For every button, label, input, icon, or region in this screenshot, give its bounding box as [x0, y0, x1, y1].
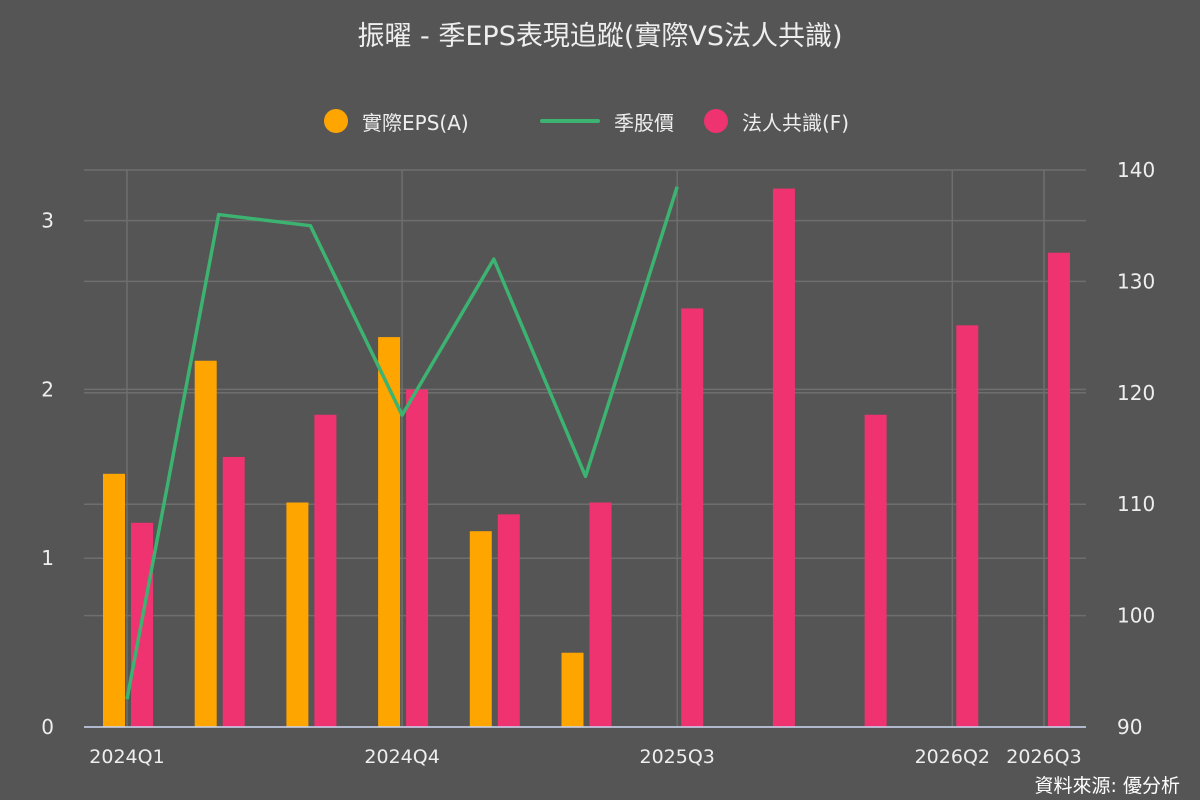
legend-item-consensus[interactable]: 法人共識(F) [704, 106, 849, 136]
bar-consensus [864, 414, 887, 727]
bar-actual-eps [103, 473, 125, 727]
y-left-tick-label: 1 [41, 546, 54, 570]
legend-item-stock-price[interactable]: 季股價 [540, 106, 674, 136]
bar-consensus [589, 502, 612, 727]
y-right-tick-label: 90 [1117, 715, 1142, 739]
bar-actual-eps [561, 652, 584, 727]
legend-dot-icon [704, 109, 728, 133]
legend-label-stock-price: 季股價 [614, 110, 674, 135]
y-left-tick-label: 3 [41, 209, 54, 233]
bar-consensus [956, 325, 979, 727]
bar-consensus [222, 456, 245, 727]
bar-actual-eps [286, 502, 309, 727]
bar-consensus [497, 514, 520, 727]
bar-consensus [314, 414, 337, 727]
legend-label-actual-eps: 實際EPS(A) [362, 110, 469, 135]
bar-actual-eps [194, 360, 217, 727]
bar-consensus [772, 188, 795, 728]
bar-actual-eps [378, 337, 401, 727]
bar-consensus [1048, 252, 1070, 727]
legend-item-actual-eps[interactable]: 實際EPS(A) [324, 106, 469, 136]
y-right-tick-label: 140 [1117, 158, 1155, 182]
x-tick-label: 2026Q2 [915, 746, 990, 768]
y-left-tick-label: 2 [41, 377, 54, 401]
legend-dot-icon [324, 109, 348, 133]
source-note: 資料來源: 優分析 [1034, 775, 1180, 797]
y-left-tick-label: 0 [41, 715, 54, 739]
series-line-stock-price [125, 186, 679, 700]
chart-title: 振曜 - 季EPS表現追蹤(實際VS法人共識) [357, 21, 843, 52]
legend-line-icon [540, 119, 600, 123]
legend-label-consensus: 法人共識(F) [742, 110, 850, 135]
x-tick-label: 2025Q3 [639, 746, 714, 768]
legend: 實際EPS(A) 季股價 法人共識(F) [0, 106, 1200, 136]
y-right-tick-label: 100 [1117, 604, 1155, 628]
y-right-tick-label: 110 [1117, 492, 1155, 516]
x-tick-label: 2024Q1 [89, 746, 164, 768]
bar-actual-eps [469, 531, 492, 727]
x-tick-label: 2024Q4 [364, 746, 439, 768]
y-right-tick-label: 130 [1117, 269, 1155, 293]
bar-consensus [406, 389, 429, 727]
y-right-tick-label: 120 [1117, 381, 1155, 405]
x-tick-label: 2026Q3 [1006, 746, 1081, 768]
bar-consensus [681, 308, 704, 727]
